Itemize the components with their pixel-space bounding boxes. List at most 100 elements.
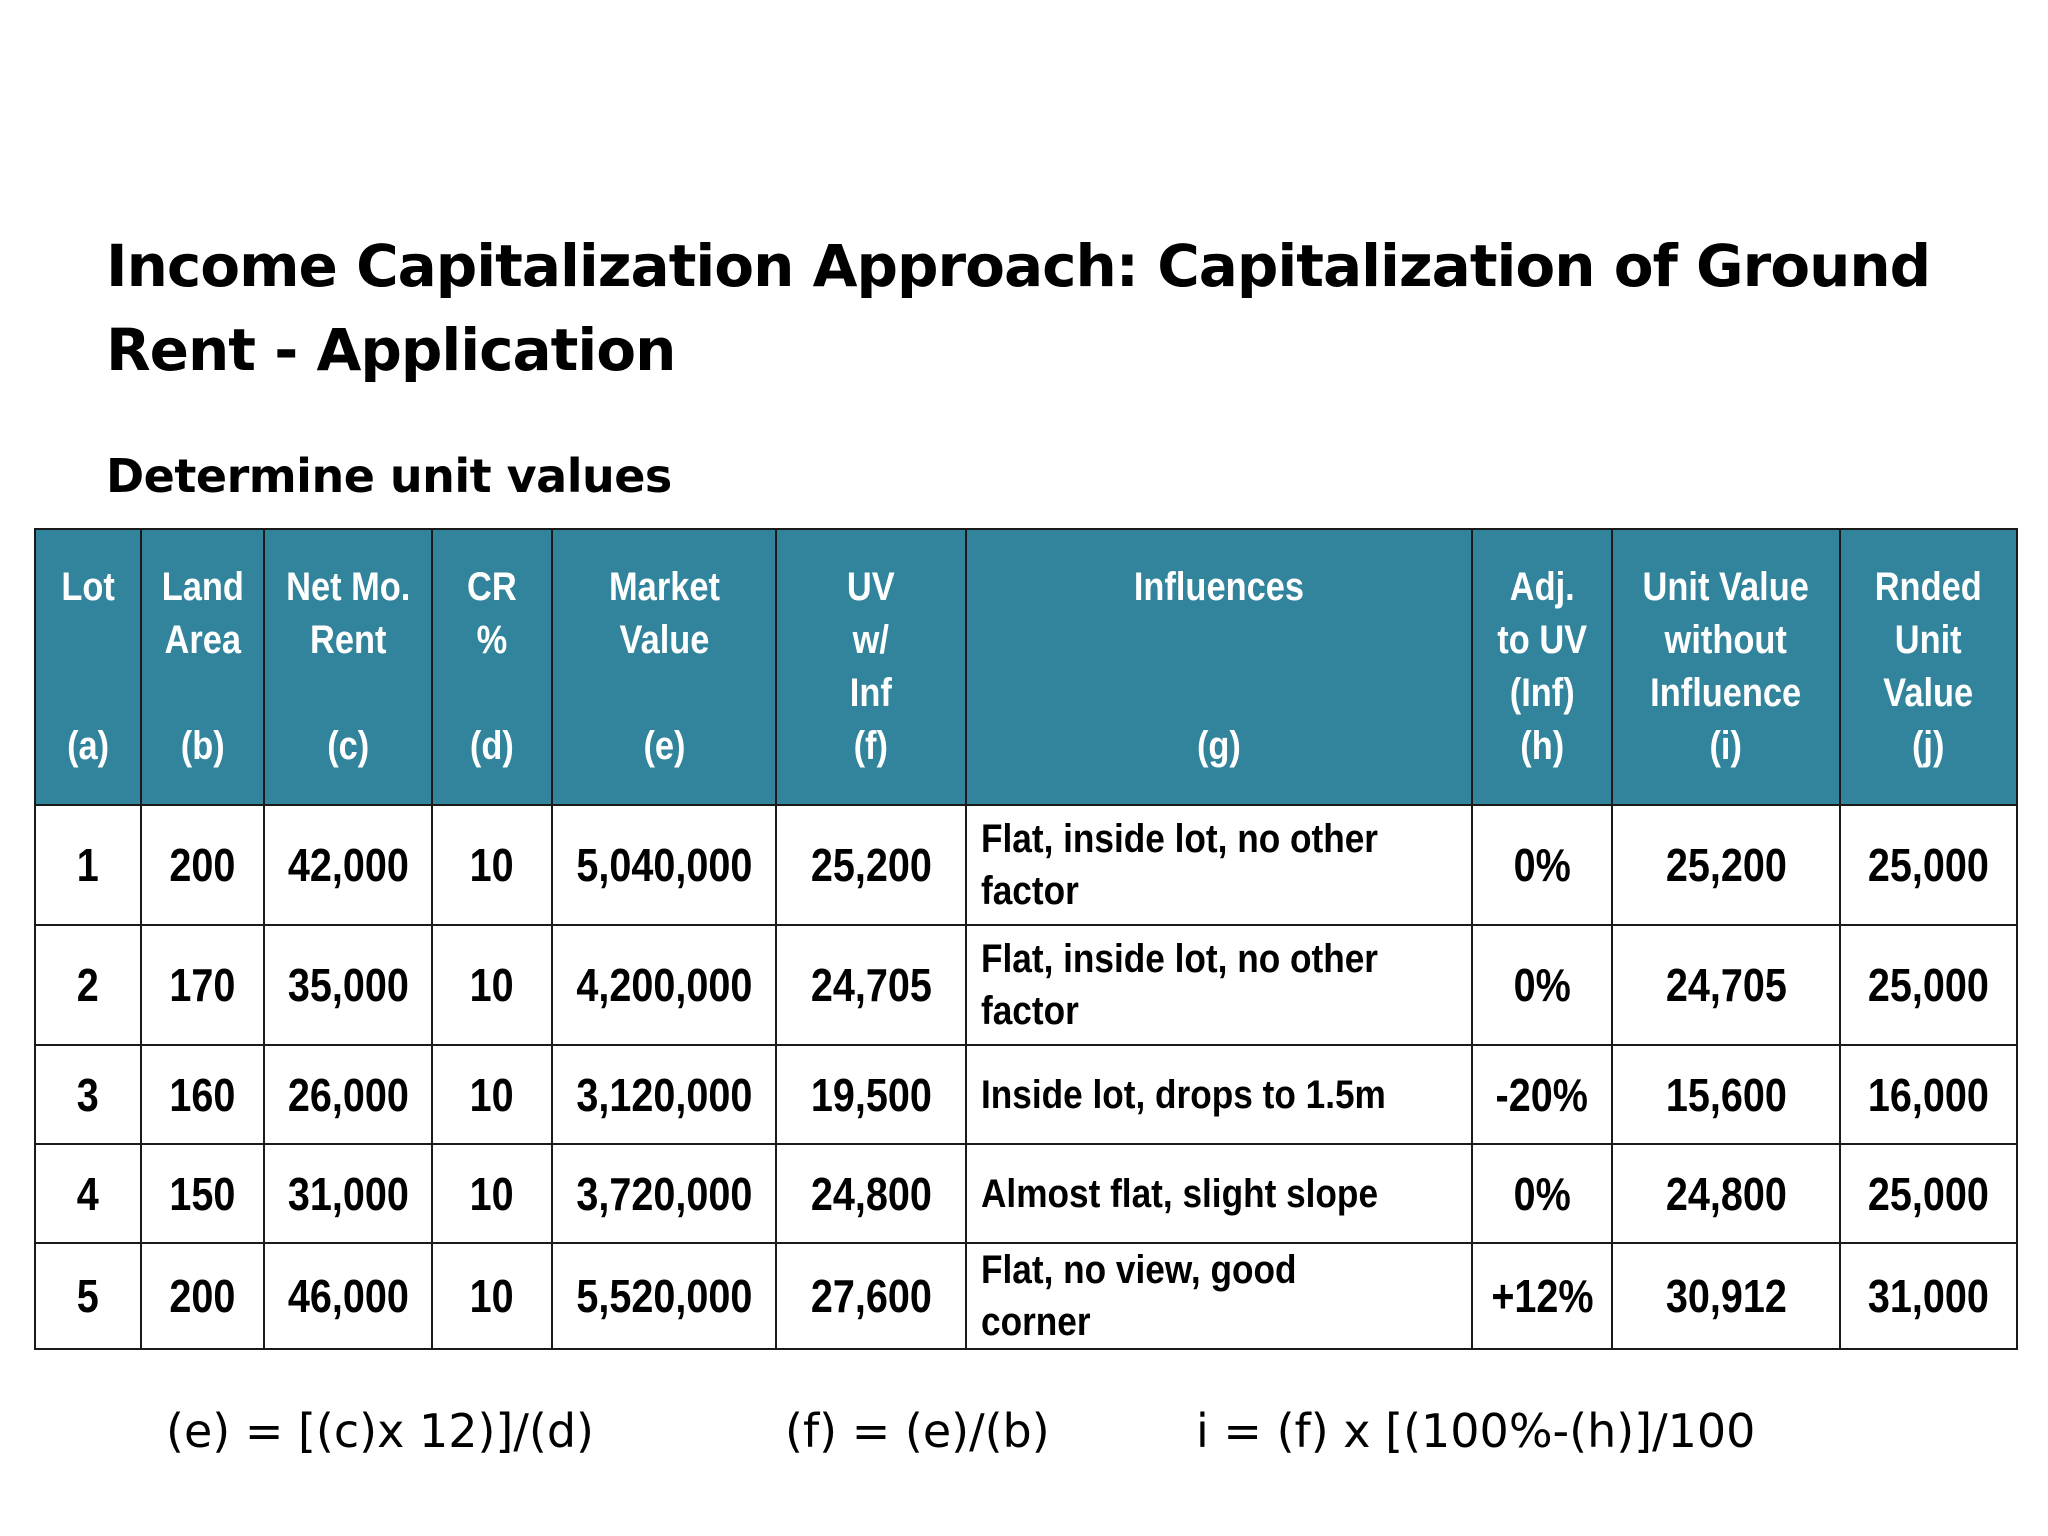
column-header-text: Land Area (b) [161,561,243,773]
column-header-letter: (d) [470,724,514,768]
column-header-influences: Influences (g) [965,528,1473,806]
column-header-text: Unit Value without Influence (i) [1643,561,1809,773]
cell-value: 30,912 [1665,1270,1787,1322]
column-header-letter: (e) [642,724,686,768]
cell-value: 10 [469,1270,514,1322]
column-header-label: Unit [1895,618,1962,662]
column-header-letter: (f) [853,724,889,768]
cell-net-monthly-rent: 42,000 [263,804,433,926]
cell-value: 4 [76,1167,100,1220]
column-header-letter: (j) [1912,724,1945,768]
cell-unit-value-without-influence: 24,705 [1611,924,1841,1046]
column-header-letter: (h) [1520,724,1564,768]
cell-lot: 4 [34,1143,142,1244]
cell-value: 10 [469,839,514,891]
cell-rounded-unit-value: 25,000 [1839,804,2018,926]
cell-value: 200 [169,839,236,891]
header-spacer [467,667,517,720]
cell-adjustment-to-uv: 0% [1471,924,1613,1046]
cell-adjustment-to-uv: 0% [1471,804,1613,926]
cell-unit-value-without-influence: 30,912 [1611,1242,1841,1350]
cell-value: 19,500 [810,1068,932,1121]
column-header-text: Market Value (e) [609,561,720,773]
column-header-letter: (c) [326,724,370,768]
cell-value: 16,000 [1867,1068,1989,1121]
cell-value: 200 [169,1270,236,1322]
column-header-text: Influences (g) [1134,561,1304,773]
cell-rounded-unit-value: 31,000 [1839,1242,2018,1350]
cell-rounded-unit-value: 25,000 [1839,924,2018,1046]
cell-lot: 2 [34,924,142,1046]
cell-cap-rate: 10 [431,924,553,1046]
slide-subtitle: Determine unit values [106,449,672,503]
cell-rounded-unit-value: 25,000 [1839,1143,2018,1244]
cell-value: 24,800 [810,1167,932,1220]
cell-value: 10 [469,1167,514,1220]
column-header-adjustment-to-uv: Adj. to UV (Inf) (h) [1471,528,1613,806]
cell-value: -20% [1495,1068,1589,1121]
cell-adjustment-to-uv: +12% [1471,1242,1613,1350]
cell-uv-with-influence: 24,800 [775,1143,967,1244]
column-header-text: Net Mo. Rent (c) [286,561,410,773]
column-header-label: Rent [309,618,387,662]
column-header-land-area: Land Area (b) [140,528,265,806]
header-spacer [609,667,720,720]
column-header-text: Rnded Unit Value (j) [1875,561,1982,773]
column-header-text: Lot (a) [61,561,114,773]
cell-value: Flat, inside lot, no other factor [981,817,1378,913]
cell-market-value: 5,520,000 [551,1242,777,1350]
unit-values-table: Lot (a) Land Area (b) Net Mo. Rent (c) CR% (d… [34,528,2018,1350]
cell-value: 25,000 [1867,959,1989,1011]
cell-value: Flat, no view, good corner [981,1248,1297,1344]
cell-net-monthly-rent: 35,000 [263,924,433,1046]
cell-lot: 1 [34,804,142,926]
cell-value: 1 [76,839,100,891]
column-header-label: Inf [849,671,893,715]
column-header-uv-with-influence: UV w/Inf (f) [775,528,967,806]
column-header-lot: Lot (a) [34,528,142,806]
cell-value: +12% [1490,1270,1594,1322]
cell-cap-rate: 10 [431,1242,553,1350]
cell-net-monthly-rent: 31,000 [263,1143,433,1244]
cell-value: 26,000 [287,1068,409,1121]
header-spacer [1134,667,1304,720]
column-header-label: to UV [1497,618,1587,662]
cell-influences: Flat, inside lot, no other factor [965,804,1473,926]
column-header-letter: (b) [180,724,225,768]
cell-value: 150 [169,1167,236,1220]
cell-value: 24,800 [1665,1167,1787,1220]
cell-value: Almost flat, slight slope [981,1171,1379,1216]
formula-unit-value: (f) = (e)/(b) [785,1404,1050,1458]
cell-value: 25,200 [1665,839,1787,891]
cell-value: 5,520,000 [575,1270,753,1322]
cell-value: 31,000 [1867,1270,1989,1322]
cell-influences: Flat, no view, good corner [965,1242,1473,1350]
column-header-label: Net Mo. [285,565,411,609]
cell-land-area: 170 [140,924,265,1046]
cell-value: 2 [76,959,100,1011]
cell-value: 24,705 [1665,959,1787,1011]
cell-lot: 5 [34,1242,142,1350]
header-spacer [1134,614,1304,667]
cell-value: 4,200,000 [575,959,753,1011]
cell-land-area: 200 [140,1242,265,1350]
cell-land-area: 160 [140,1044,265,1145]
cell-value: 27,600 [810,1270,932,1322]
cell-value: 160 [169,1068,236,1121]
cell-market-value: 4,200,000 [551,924,777,1046]
cell-cap-rate: 10 [431,1143,553,1244]
column-header-net-monthly-rent: Net Mo. Rent (c) [263,528,433,806]
column-header-label: Lot [61,565,115,609]
column-header-label: Value [1883,671,1974,715]
cell-value: 5,040,000 [575,839,753,891]
column-header-label: CR [467,565,517,609]
cell-net-monthly-rent: 46,000 [263,1242,433,1350]
cell-uv-with-influence: 24,705 [775,924,967,1046]
cell-value: 25,000 [1867,839,1989,891]
cell-influences: Inside lot, drops to 1.5m [965,1044,1473,1145]
table-header-row: Lot (a) Land Area (b) Net Mo. Rent (c) CR% (d… [34,528,2018,806]
cell-value: Inside lot, drops to 1.5m [981,1072,1386,1117]
column-header-letter: (i) [1709,724,1743,768]
cell-value: 46,000 [287,1270,409,1322]
cell-value: 3 [76,1068,100,1121]
